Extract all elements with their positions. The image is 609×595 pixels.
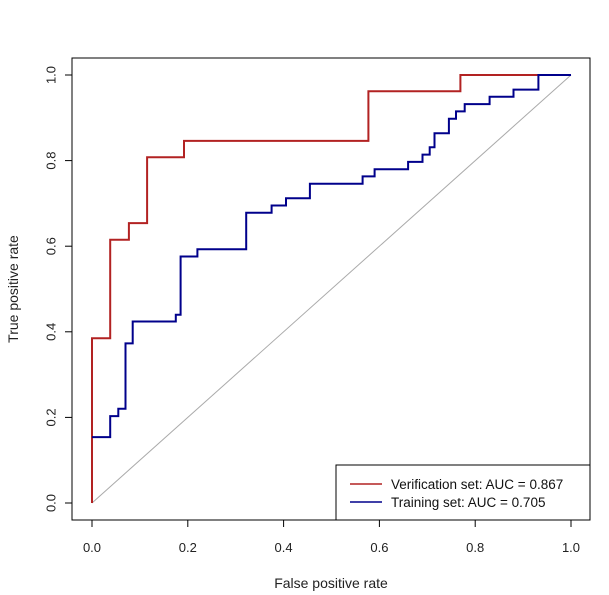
y-tick-label: 0.0 — [43, 494, 58, 512]
y-axis-title: True positive rate — [5, 235, 21, 343]
series-line-verification — [91, 74, 571, 503]
legend-label-verification: Verification set: AUC = 0.867 — [391, 477, 563, 492]
diagonal-reference-line — [91, 74, 572, 504]
x-axis: 0.0 0.2 0.4 0.6 0.8 1.0 — [83, 519, 580, 555]
y-tick-label: 0.2 — [43, 408, 58, 426]
series-group — [91, 74, 571, 503]
y-tick-label: 0.8 — [43, 152, 58, 170]
x-tick-label: 0.2 — [179, 540, 197, 555]
x-tick-label: 0.6 — [370, 540, 388, 555]
y-axis: 0.0 0.2 0.4 0.6 0.8 1.0 — [43, 66, 73, 512]
x-tick-label: 0.0 — [83, 540, 101, 555]
y-tick-label: 1.0 — [43, 66, 58, 84]
series-line-training — [92, 74, 571, 439]
legend-box — [335, 464, 591, 521]
y-tick-label: 0.6 — [43, 237, 58, 255]
x-tick-label: 1.0 — [562, 540, 580, 555]
x-axis-title: False positive rate — [274, 575, 388, 591]
legend-label-training: Training set: AUC = 0.705 — [391, 495, 545, 510]
y-tick-label: 0.4 — [43, 323, 58, 341]
x-tick-label: 0.8 — [466, 540, 484, 555]
x-tick-label: 0.4 — [275, 540, 293, 555]
legend: Verification set: AUC = 0.867 Training s… — [335, 464, 591, 521]
